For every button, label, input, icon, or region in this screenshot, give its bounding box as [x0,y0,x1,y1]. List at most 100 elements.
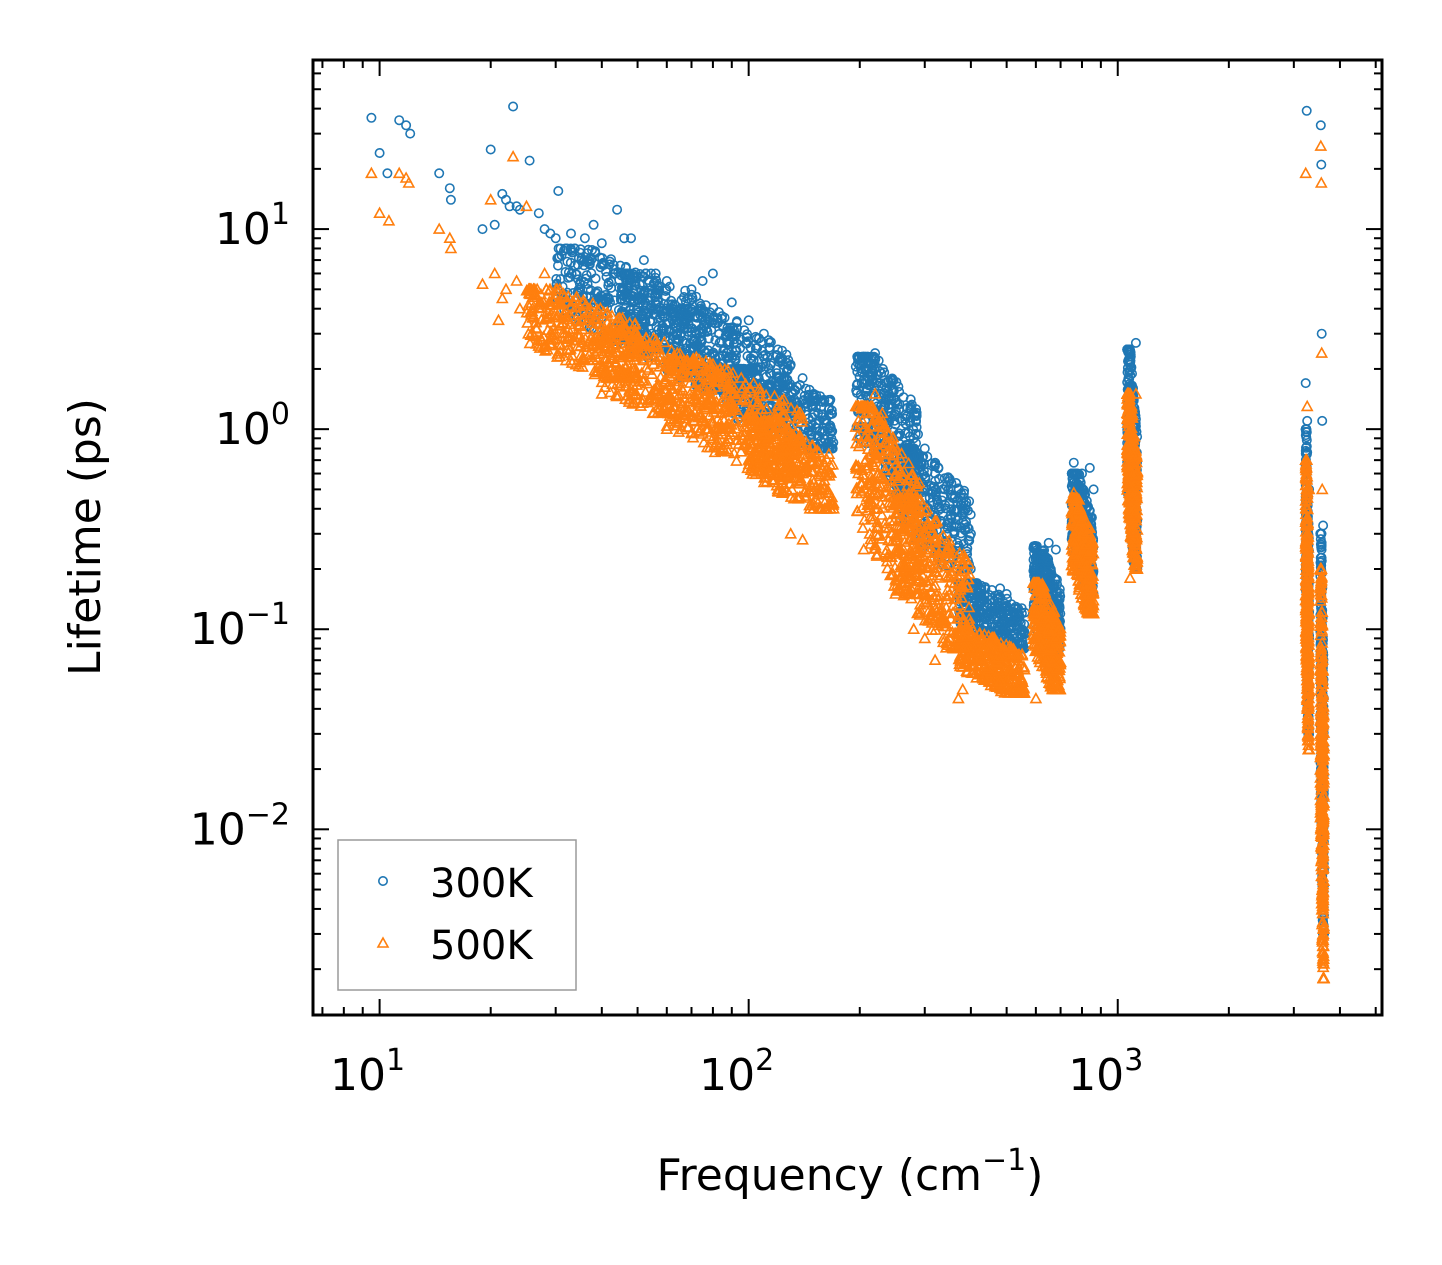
data-point [964,496,975,507]
data-point [773,371,784,382]
data-point [539,224,550,235]
data-point [866,370,877,381]
data-point [574,278,585,289]
data-point [550,233,561,244]
data-point [622,268,633,279]
data-point [664,303,675,314]
data-point [893,428,904,439]
data-point [933,505,944,516]
data-point [690,340,701,351]
data-point [697,323,708,334]
data-point [757,346,768,357]
data-point [1301,105,1312,116]
data-point [579,233,590,244]
data-point [608,259,619,270]
data-point [880,400,891,411]
data-point [766,380,777,391]
data-point [638,305,649,316]
data-point [727,352,738,363]
data-point [634,297,645,308]
data-point [1315,120,1326,131]
data-point [556,250,567,261]
data-points-layer [365,101,1331,984]
data-point [691,291,702,302]
data-point [717,311,728,322]
data-point [911,411,922,422]
data-point [888,375,899,386]
data-point [584,258,595,269]
data-point [696,305,707,316]
data-point [815,435,826,446]
data-point [401,120,412,131]
data-point [951,521,962,532]
data-point [619,295,630,306]
data-point [1016,603,1027,614]
data-point [905,404,916,415]
data-point [630,284,641,295]
data-point [445,194,456,205]
data-point [582,248,593,259]
data-point [764,337,775,348]
data-point [776,356,787,367]
data-point [854,351,865,362]
data-point [752,342,763,353]
data-point [728,328,739,339]
data-point [918,465,929,476]
data-point [1088,484,1099,495]
series-300K [366,101,1329,939]
data-point [824,423,835,434]
data-point [1318,520,1329,531]
data-point [707,268,718,279]
data-point [560,266,571,277]
data-point [638,255,649,266]
data-point [748,350,759,361]
data-point [578,256,589,267]
data-point [743,315,754,326]
data-point [650,272,661,283]
data-point [596,238,607,249]
data-point [625,308,636,319]
data-point [565,257,576,268]
data-point [1317,415,1328,426]
data-point [598,257,609,268]
data-point [575,282,586,293]
data-point [647,316,658,327]
data-point [477,224,488,235]
data-point [652,287,663,298]
data-point [851,387,862,398]
data-point [374,148,385,159]
data-point [533,208,544,219]
data-point [671,317,682,328]
data-point [1068,457,1079,468]
data-point [726,297,737,308]
data-point [799,390,810,401]
data-point [703,345,714,356]
data-point [903,427,914,438]
data-point [852,378,863,389]
data-point [405,128,416,139]
data-point [890,409,901,420]
data-point [606,276,617,287]
data-point [932,495,943,506]
data-point [574,247,585,258]
data-point [800,401,811,412]
data-point [751,333,762,344]
data-point [695,303,706,314]
data-point [708,347,719,358]
data-point [553,186,564,197]
data-point [786,388,797,399]
data-point [590,273,601,284]
data-point [958,517,969,528]
data-point [763,400,774,411]
data-point [508,101,519,112]
data-point [919,443,930,454]
data-point [671,330,682,341]
data-point [664,281,675,292]
data-point [912,451,923,462]
data-point [566,268,577,279]
data-point [752,371,763,382]
data-point [871,377,882,388]
data-point [606,282,617,293]
data-point [928,486,939,497]
data-point [588,219,599,230]
